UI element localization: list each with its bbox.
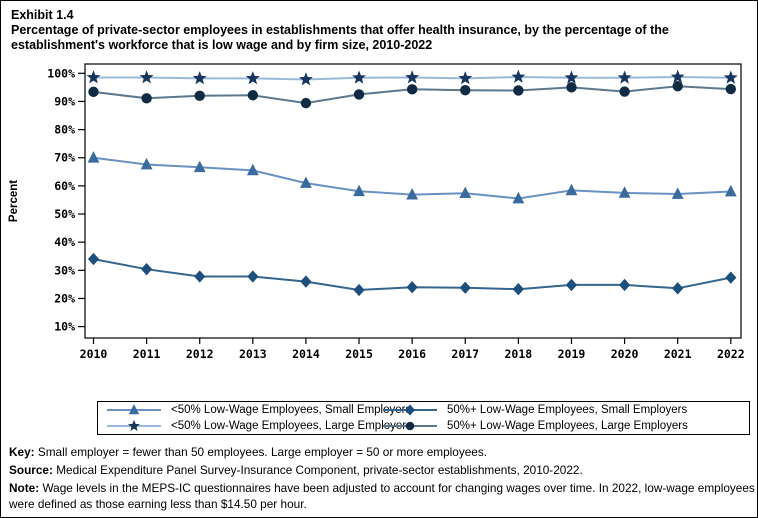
x-tick-label: 2022	[717, 347, 745, 361]
y-tick-label: 90%	[54, 94, 75, 108]
source-text: Medical Expenditure Panel Survey-Insuran…	[56, 463, 583, 477]
x-tick-label: 2014	[292, 347, 320, 361]
x-tick-label: 2011	[133, 347, 161, 361]
legend-item: 50%+ Low-Wage Employees, Small Employers	[382, 403, 749, 418]
y-axis-title: Percent	[8, 180, 20, 222]
key-text: Small employer = fewer than 50 employees…	[37, 445, 488, 459]
x-tick-label: 2019	[558, 347, 586, 361]
x-tick-label: 2015	[345, 347, 373, 361]
star-legend-icon	[107, 419, 161, 432]
x-tick-label: 2016	[398, 347, 426, 361]
triangle-markers	[87, 151, 737, 204]
diamond-markers	[87, 252, 737, 297]
legend-item: <50% Low-Wage Employees, Small Employers	[106, 403, 411, 418]
circle-legend-icon	[383, 421, 437, 431]
legend-item: 50%+ Low-Wage Employees, Large Employers	[382, 419, 749, 434]
legend-label: <50% Low-Wage Employees, Small Employers	[171, 404, 412, 416]
source-note: Source: Medical Expenditure Panel Survey…	[9, 463, 756, 479]
diamond-legend-icon	[383, 404, 437, 416]
legend-label: 50%+ Low-Wage Employees, Large Employers	[447, 420, 688, 432]
circle-markers	[88, 81, 736, 109]
title-block: Exhibit 1.4 Percentage of private-sector…	[11, 8, 753, 53]
triangle-legend-icon	[107, 404, 161, 415]
legend-label: 50%+ Low-Wage Employees, Small Employers	[447, 404, 688, 416]
legend-item: <50% Low-Wage Employees, Large Employers	[106, 419, 412, 434]
figure-title: Percentage of private-sector employees i…	[11, 23, 669, 52]
legend: <50% Low-Wage Employees, Small Employers…	[97, 401, 750, 435]
y-tick-label: 40%	[54, 235, 75, 249]
note-text: Wage levels in the MEPS-IC questionnaire…	[9, 481, 755, 511]
x-tick-label: 2012	[186, 347, 214, 361]
y-tick-label: 50%	[54, 207, 75, 221]
y-tick-label: 30%	[54, 263, 75, 277]
plot-frame	[84, 63, 742, 339]
line-chart: 10%20%30%40%50%60%70%80%90%100%2010 2011 2…	[8, 63, 745, 361]
y-tick-label: 100%	[47, 66, 75, 80]
source-label: Source:	[9, 463, 53, 477]
x-tick-label: 2017	[451, 347, 479, 361]
y-tick-label: 70%	[54, 151, 75, 165]
x-axis: 2010 2011 2012 2013 2014 2015 2016 2017 2018 2019…	[80, 338, 745, 361]
y-tick-label: 80%	[54, 123, 75, 137]
note-note: Note: Wage levels in the MEPS-IC questio…	[9, 481, 756, 512]
exhibit-label: Exhibit 1.4	[11, 8, 74, 22]
legend-label: <50% Low-Wage Employees, Large Employers	[171, 420, 412, 432]
y-tick-label: 20%	[54, 291, 75, 305]
x-tick-label: 2021	[664, 347, 692, 361]
note-label: Note:	[9, 481, 40, 495]
footnotes: Key: Small employer = fewer than 50 empl…	[9, 445, 756, 515]
x-tick-label: 2020	[611, 347, 639, 361]
x-tick-label: 2010	[80, 347, 108, 361]
star-markers	[86, 69, 738, 86]
x-tick-label: 2013	[239, 347, 267, 361]
y-axis: 10% 20% 30% 40% 50% 60% 70% 80% 90% 100%	[47, 66, 85, 334]
key-note: Key: Small employer = fewer than 50 empl…	[9, 445, 756, 461]
y-tick-label: 10%	[54, 320, 75, 334]
key-label: Key:	[9, 445, 35, 459]
y-tick-label: 60%	[54, 179, 75, 193]
x-tick-label: 2018	[505, 347, 533, 361]
